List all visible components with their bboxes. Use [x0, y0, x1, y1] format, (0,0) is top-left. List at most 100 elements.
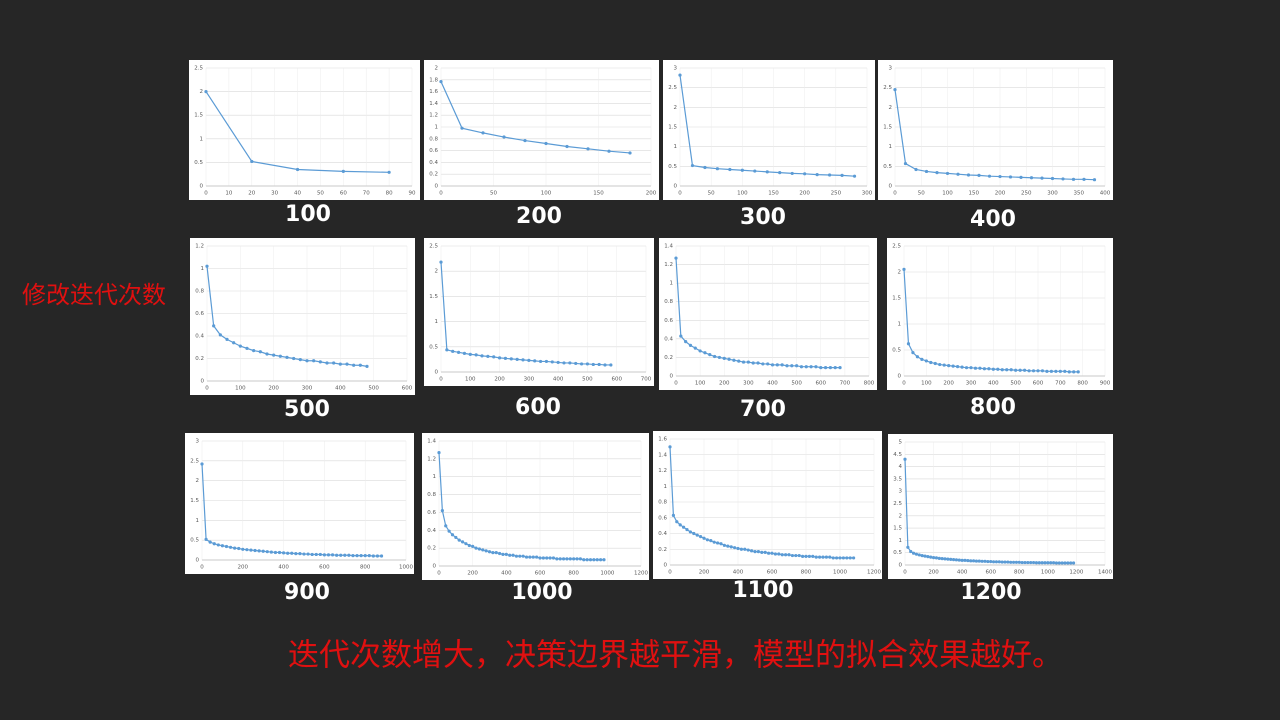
data-point	[753, 550, 757, 554]
data-point	[363, 554, 367, 558]
data-point	[964, 366, 969, 370]
data-point	[269, 550, 273, 554]
data-point	[257, 549, 261, 553]
data-point	[1051, 561, 1056, 565]
data-point	[575, 557, 579, 561]
data-point	[486, 354, 490, 358]
y-tick-label: 0.5	[190, 538, 199, 544]
data-point	[1017, 560, 1021, 564]
data-point	[332, 361, 336, 365]
data-point	[709, 538, 713, 543]
chart-title: 300	[740, 205, 786, 230]
y-tick-label: 0.6	[664, 318, 673, 324]
data-point	[991, 367, 995, 371]
data-point	[893, 88, 897, 92]
x-tick-label: 1000	[1041, 570, 1055, 576]
chart-title: 800	[970, 395, 1016, 420]
data-point	[780, 363, 784, 367]
data-point	[761, 362, 765, 366]
x-tick-label: 1000	[399, 565, 413, 571]
data-point	[365, 364, 369, 368]
chart-area	[189, 60, 420, 200]
data-point	[451, 349, 455, 353]
x-tick-label: 400	[733, 570, 744, 576]
data-point	[456, 350, 461, 354]
data-point	[306, 552, 310, 556]
data-point	[265, 550, 269, 554]
data-point	[790, 553, 795, 558]
data-point	[454, 535, 458, 540]
data-point	[501, 552, 505, 556]
data-point	[787, 553, 791, 557]
data-point	[250, 159, 254, 164]
data-point	[1018, 368, 1022, 372]
data-point	[1019, 175, 1023, 179]
y-tick-label: 2	[196, 478, 200, 484]
data-point	[998, 174, 1002, 179]
data-point	[579, 362, 584, 366]
x-tick-label: 150	[593, 191, 604, 197]
data-point	[468, 352, 472, 356]
y-tick-label: 1	[196, 518, 200, 524]
data-point	[462, 351, 467, 355]
data-point	[671, 513, 676, 517]
data-point	[1057, 561, 1061, 565]
data-point	[574, 361, 578, 366]
data-point	[359, 554, 363, 558]
data-point	[971, 559, 976, 563]
data-point	[780, 553, 784, 557]
y-tick-label: 0	[196, 558, 200, 564]
y-tick-label: 1	[435, 319, 439, 325]
y-tick-label: 1	[898, 322, 902, 328]
chart: 0 0.2 0.4 0.6 0.8 1 1.2 1.4 0 100 200 300 400 500 600 7…	[659, 238, 877, 422]
data-point	[1037, 561, 1041, 565]
y-tick-label: 0	[200, 184, 204, 190]
data-point	[253, 548, 257, 553]
y-tick-label: 1.5	[668, 125, 677, 131]
y-tick-label: 1.5	[893, 526, 902, 532]
data-point	[911, 351, 915, 355]
data-point	[741, 360, 746, 364]
data-point	[212, 324, 216, 328]
data-point	[292, 356, 296, 361]
data-point	[933, 361, 937, 366]
y-tick-label: 0.8	[427, 492, 436, 498]
data-point	[840, 173, 844, 177]
data-point	[945, 171, 950, 176]
data-point	[541, 556, 545, 560]
y-tick-label: 2	[889, 105, 893, 111]
data-point	[437, 451, 441, 455]
y-tick-label: 2	[435, 66, 439, 72]
y-tick-label: 2	[435, 269, 439, 275]
y-tick-label: 0.5	[892, 348, 901, 354]
data-point	[545, 556, 549, 560]
data-point	[502, 135, 506, 139]
data-point	[903, 161, 908, 166]
x-tick-label: 200	[719, 381, 730, 387]
data-point	[906, 342, 911, 346]
data-point	[265, 352, 269, 356]
data-point	[521, 554, 525, 558]
x-tick-label: 300	[862, 191, 873, 197]
x-tick-label: 0	[893, 191, 897, 197]
data-point	[920, 554, 924, 558]
y-tick-label: 0.4	[658, 531, 667, 537]
data-point	[272, 353, 276, 357]
data-point	[294, 552, 298, 556]
data-line	[903, 269, 1079, 373]
data-point	[249, 548, 253, 552]
chart-area	[185, 433, 414, 574]
data-point	[823, 366, 828, 370]
data-point	[460, 126, 464, 130]
data-point	[1054, 369, 1058, 373]
chart-title: 200	[516, 204, 562, 229]
data-point	[508, 553, 512, 557]
data-point	[833, 366, 837, 370]
data-point	[1067, 370, 1071, 374]
data-point	[966, 173, 971, 177]
data-point	[1066, 561, 1070, 565]
data-point	[1045, 369, 1049, 373]
data-point	[205, 264, 209, 268]
y-tick-label: 1	[674, 144, 678, 150]
y-tick-label: 0.8	[195, 289, 204, 295]
